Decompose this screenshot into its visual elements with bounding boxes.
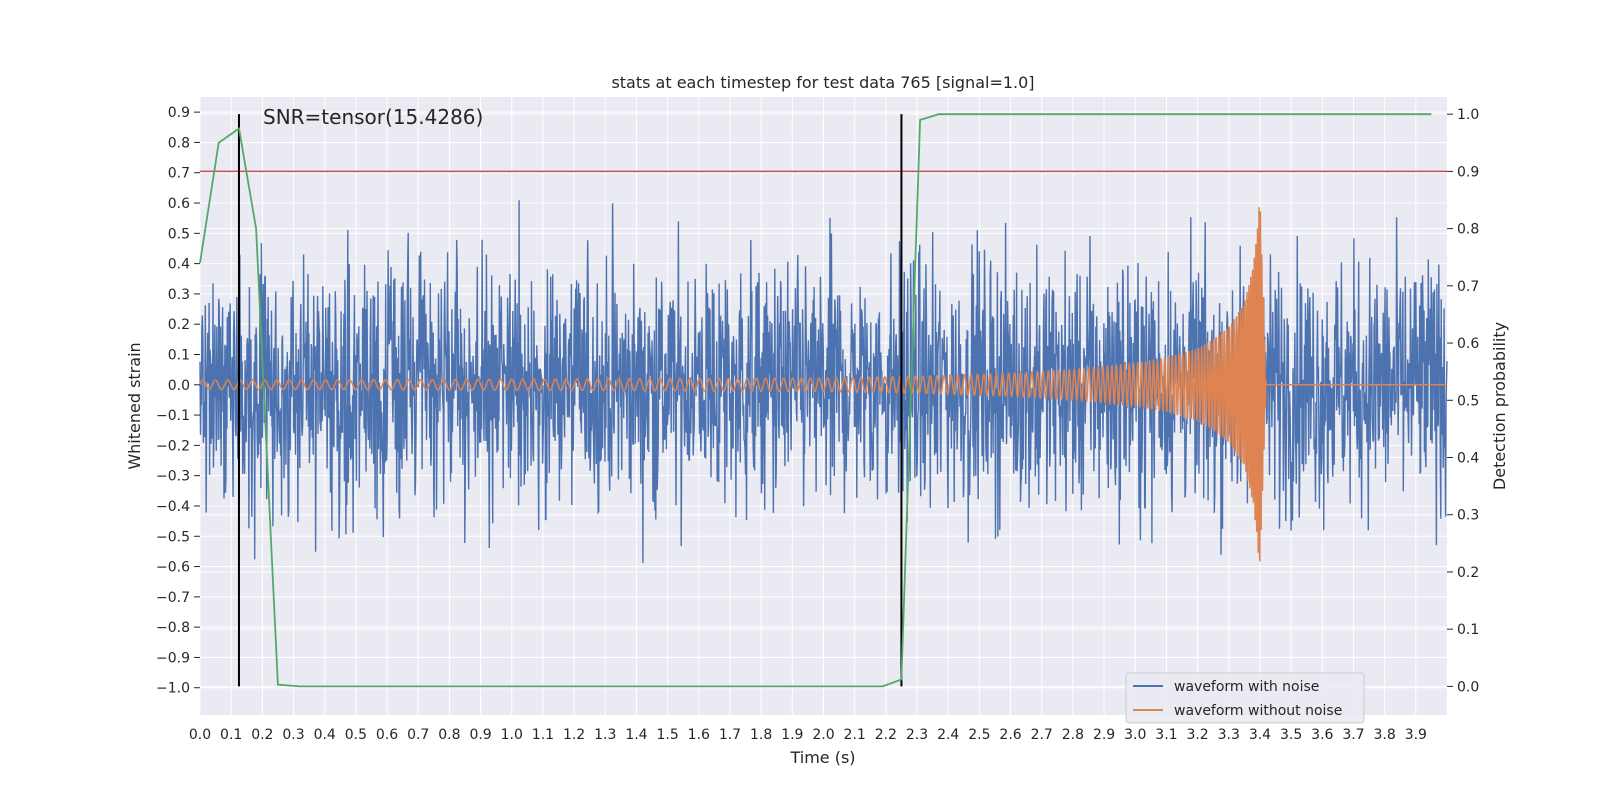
y2-tick-label: 0.4 bbox=[1457, 451, 1479, 467]
x-tick-label: 1.3 bbox=[594, 727, 616, 743]
x-tick-label: 0.8 bbox=[438, 727, 460, 743]
x-tick-label: 3.6 bbox=[1311, 727, 1333, 743]
y-tick-labels: 0.9 0.8 0.7 0.6 0.5 0.4 0.3 0.2 0.1 0.0 −0.1 −0.2 −0… bbox=[156, 105, 200, 697]
y-tick-label: 0.4 bbox=[168, 257, 190, 273]
x-tick-label: 3.5 bbox=[1280, 727, 1302, 743]
x-tick-label: 2.8 bbox=[1062, 727, 1084, 743]
legend-label-clean: waveform without noise bbox=[1174, 703, 1342, 719]
y-tick-label: −0.1 bbox=[156, 408, 190, 424]
x-tick-label: 3.7 bbox=[1342, 727, 1364, 743]
x-tick-label: 2.2 bbox=[875, 727, 897, 743]
y-tick-label: 0.6 bbox=[168, 196, 190, 212]
y2-tick-label: 0.1 bbox=[1457, 622, 1479, 638]
x-tick-label: 1.1 bbox=[532, 727, 554, 743]
x-tick-label: 1.8 bbox=[750, 727, 772, 743]
x-tick-label: 3.0 bbox=[1124, 727, 1146, 743]
y-tick-label: −0.9 bbox=[156, 650, 190, 666]
y-tick-label: 0.1 bbox=[168, 348, 190, 364]
x-axis-label: Time (s) bbox=[789, 748, 855, 767]
y-tick-label: 0.2 bbox=[168, 317, 190, 333]
series-waveform-without-noise bbox=[199, 207, 1447, 562]
x-tick-label: 2.7 bbox=[1031, 727, 1053, 743]
y2-tick-label: 0.7 bbox=[1457, 279, 1479, 295]
x-tick-labels: 0.0 0.1 0.2 0.3 0.4 0.5 0.6 0.7 0.8 0.9 1.0 1.1 1.2 1… bbox=[189, 727, 1427, 743]
y-tick-label: −0.4 bbox=[156, 499, 190, 515]
overlays bbox=[199, 113, 1447, 688]
y-axis-label: Whitened strain bbox=[125, 342, 144, 469]
y2-tick-label: 0.9 bbox=[1457, 164, 1479, 180]
y2-tick-label: 0.2 bbox=[1457, 565, 1479, 581]
x-tick-label: 3.9 bbox=[1405, 727, 1427, 743]
y-tick-label: −0.8 bbox=[156, 620, 190, 636]
x-tick-label: 0.0 bbox=[189, 727, 211, 743]
x-tick-label: 0.2 bbox=[251, 727, 273, 743]
y-tick-label: −0.3 bbox=[156, 469, 190, 485]
clean-waveform-line bbox=[199, 207, 1447, 562]
y2-tick-labels: 1.0 0.9 0.8 0.7 0.6 0.5 0.4 0.3 0.2 0.1 0.0 bbox=[1447, 107, 1479, 695]
x-tick-label: 2.6 bbox=[999, 727, 1021, 743]
x-tick-label: 1.4 bbox=[625, 727, 647, 743]
x-tick-label: 2.4 bbox=[937, 727, 959, 743]
x-tick-label: 0.1 bbox=[220, 727, 242, 743]
x-tick-label: 0.6 bbox=[376, 727, 398, 743]
y-tick-label: −0.7 bbox=[156, 590, 190, 606]
y-tick-label: 0.0 bbox=[168, 378, 190, 394]
y-tick-label: 0.9 bbox=[168, 105, 190, 121]
x-tick-label: 0.3 bbox=[282, 727, 304, 743]
y-tick-label: 0.5 bbox=[168, 226, 190, 242]
y2-tick-label: 0.5 bbox=[1457, 393, 1479, 409]
x-tick-label: 2.0 bbox=[812, 727, 834, 743]
y2-tick-label: 0.6 bbox=[1457, 336, 1479, 352]
x-tick-label: 1.6 bbox=[688, 727, 710, 743]
snr-annotation: SNR=tensor(15.4286) bbox=[263, 105, 483, 129]
y2-tick-label: 0.0 bbox=[1457, 679, 1479, 695]
chart-title: stats at each timestep for test data 765… bbox=[611, 73, 1034, 92]
y-tick-label: −0.2 bbox=[156, 438, 190, 454]
y2-tick-label: 0.3 bbox=[1457, 508, 1479, 524]
legend: waveform with noise waveform without noi… bbox=[1125, 672, 1365, 724]
x-tick-label: 1.9 bbox=[781, 727, 803, 743]
x-tick-label: 2.9 bbox=[1093, 727, 1115, 743]
y-tick-label: 0.3 bbox=[168, 287, 190, 303]
detection-probability-line bbox=[199, 113, 1432, 688]
x-tick-label: 3.2 bbox=[1186, 727, 1208, 743]
x-tick-label: 1.0 bbox=[501, 727, 523, 743]
x-tick-label: 3.1 bbox=[1155, 727, 1177, 743]
x-tick-label: 2.5 bbox=[968, 727, 990, 743]
y2-tick-label: 0.8 bbox=[1457, 222, 1479, 238]
y-tick-label: 0.8 bbox=[168, 135, 190, 151]
x-tick-label: 3.8 bbox=[1374, 727, 1396, 743]
x-tick-label: 3.3 bbox=[1218, 727, 1240, 743]
y-tick-label: −0.5 bbox=[156, 529, 190, 545]
x-tick-label: 1.7 bbox=[719, 727, 741, 743]
x-tick-label: 2.3 bbox=[906, 727, 928, 743]
x-tick-label: 3.4 bbox=[1249, 727, 1271, 743]
y-tick-label: 0.7 bbox=[168, 166, 190, 182]
x-tick-label: 1.2 bbox=[563, 727, 585, 743]
x-tick-label: 0.5 bbox=[345, 727, 367, 743]
x-tick-label: 0.7 bbox=[407, 727, 429, 743]
y-tick-label: −1.0 bbox=[156, 681, 190, 697]
x-tick-label: 0.4 bbox=[314, 727, 336, 743]
y2-tick-label: 1.0 bbox=[1457, 107, 1479, 123]
x-tick-label: 0.9 bbox=[469, 727, 491, 743]
legend-box bbox=[1125, 672, 1365, 724]
x-tick-label: 1.5 bbox=[656, 727, 678, 743]
x-tick-label: 2.1 bbox=[844, 727, 866, 743]
y2-axis-label: Detection probability bbox=[1490, 322, 1509, 490]
y-tick-label: −0.6 bbox=[156, 560, 190, 576]
legend-label-noise: waveform with noise bbox=[1174, 679, 1319, 695]
